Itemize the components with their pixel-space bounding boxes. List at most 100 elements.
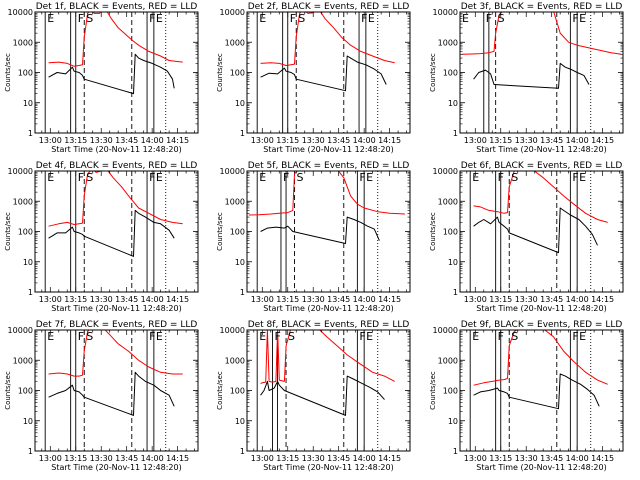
x-tick-label: 13:15 bbox=[489, 136, 512, 145]
events-series-line bbox=[260, 55, 387, 92]
lld-series-line bbox=[248, 171, 405, 216]
y-tick-label: 10000 bbox=[433, 167, 458, 176]
plot-frame bbox=[459, 170, 624, 293]
marker-label: E bbox=[368, 12, 375, 25]
y-tick-label: 1000 bbox=[225, 197, 245, 206]
x-tick-label: 14:00 bbox=[566, 454, 589, 463]
marker-label: E bbox=[579, 12, 586, 25]
marker-label: E bbox=[472, 171, 479, 184]
detector-panel: Det 1f, BLACK = Events, RED = LLD 1 10 100 1… bbox=[4, 2, 199, 154]
x-tick-label: 14:15 bbox=[591, 136, 614, 145]
x-tick-label: 14:15 bbox=[166, 295, 189, 304]
y-tick-label: 10000 bbox=[8, 326, 33, 335]
y-tick-label: 100 bbox=[18, 69, 33, 78]
y-tick-label: 10000 bbox=[220, 326, 245, 335]
x-tick-label: 14:15 bbox=[591, 454, 614, 463]
lld-series-line bbox=[48, 330, 183, 377]
y-tick-label: 1 bbox=[28, 447, 33, 456]
x-tick-label: 14:00 bbox=[141, 454, 164, 463]
marker-label: E bbox=[579, 330, 586, 343]
marker-label: S bbox=[298, 12, 305, 25]
marker-label: F bbox=[359, 171, 365, 184]
marker-label: F bbox=[149, 330, 155, 343]
marker-label: F bbox=[572, 12, 578, 25]
events-series-line bbox=[473, 373, 600, 410]
x-axis-label: Start Time (20-Nov-11 12:48:20) bbox=[263, 304, 393, 313]
y-tick-label: 10000 bbox=[433, 326, 458, 335]
lld-series-line bbox=[473, 330, 608, 386]
x-axis-label: Start Time (20-Nov-11 12:48:20) bbox=[263, 145, 393, 154]
plot-frame bbox=[246, 329, 411, 452]
plot-frame bbox=[459, 11, 624, 134]
marker-label: E bbox=[259, 330, 266, 343]
x-tick-label: 13:00 bbox=[251, 295, 274, 304]
y-axis-label: Counts/sec bbox=[4, 53, 12, 92]
plot-area bbox=[469, 330, 608, 451]
y-axis-label: Counts/sec bbox=[429, 212, 437, 251]
x-tick-label: 13:45 bbox=[115, 454, 138, 463]
marker-label: E bbox=[462, 12, 469, 25]
plot-frame bbox=[34, 329, 199, 452]
x-tick-label: 13:15 bbox=[489, 454, 512, 463]
x-tick-label: 13:00 bbox=[39, 136, 62, 145]
lld-series-line bbox=[48, 171, 183, 227]
x-tick-label: 13:15 bbox=[276, 454, 299, 463]
marker-label: S bbox=[511, 330, 518, 343]
y-tick-label: 10000 bbox=[433, 8, 458, 17]
y-tick-label: 1000 bbox=[13, 38, 33, 47]
y-tick-label: 10 bbox=[235, 417, 245, 426]
lld-series-line bbox=[473, 171, 608, 223]
plot-area bbox=[460, 12, 622, 133]
lld-series-line bbox=[48, 12, 183, 67]
marker-label: S bbox=[86, 330, 93, 343]
x-tick-label: 13:15 bbox=[489, 295, 512, 304]
x-tick-label: 13:30 bbox=[302, 454, 325, 463]
marker-label: E bbox=[579, 171, 586, 184]
y-tick-label: 1000 bbox=[438, 197, 458, 206]
detector-panel: Det 7f, BLACK = Events, RED = LLD 1 10 100 1… bbox=[4, 320, 199, 472]
plot-area bbox=[44, 12, 183, 133]
x-tick-label: 13:30 bbox=[302, 136, 325, 145]
x-tick-label: 14:15 bbox=[378, 295, 401, 304]
panel-title: Det 9f, BLACK = Events, RED = LLD bbox=[461, 320, 623, 330]
y-tick-label: 100 bbox=[443, 387, 458, 396]
events-series-line bbox=[48, 371, 175, 416]
panel-title: Det 7f, BLACK = Events, RED = LLD bbox=[36, 320, 198, 330]
marker-label: F bbox=[361, 12, 367, 25]
marker-label: E bbox=[366, 330, 373, 343]
x-tick-label: 14:15 bbox=[378, 136, 401, 145]
events-series-line bbox=[473, 207, 598, 254]
events-series-line bbox=[48, 53, 175, 95]
marker-label: F bbox=[149, 12, 155, 25]
plot-frame bbox=[34, 170, 199, 293]
x-tick-label: 13:30 bbox=[515, 136, 538, 145]
x-tick-label: 14:15 bbox=[378, 454, 401, 463]
marker-label: S bbox=[86, 171, 93, 184]
plot-area bbox=[44, 171, 183, 292]
marker-label: E bbox=[156, 330, 163, 343]
detector-panel: Det 2f, BLACK = Events, RED = LLD 1 10 100 1… bbox=[216, 2, 411, 154]
lld-series-line bbox=[461, 12, 622, 55]
x-tick-label: 13:45 bbox=[115, 136, 138, 145]
y-tick-label: 100 bbox=[230, 387, 245, 396]
marker-label: S bbox=[86, 12, 93, 25]
marker-label: F bbox=[498, 330, 504, 343]
y-tick-label: 1 bbox=[453, 129, 458, 138]
y-tick-label: 10 bbox=[23, 417, 33, 426]
y-axis-label: Counts/sec bbox=[216, 53, 224, 92]
y-tick-label: 100 bbox=[18, 387, 33, 396]
y-tick-label: 1 bbox=[453, 447, 458, 456]
x-tick-label: 13:45 bbox=[327, 295, 350, 304]
detector-panel: Det 8f, BLACK = Events, RED = LLD 1 10 100 1… bbox=[216, 320, 411, 472]
plot-area bbox=[44, 330, 183, 451]
y-tick-label: 10000 bbox=[8, 167, 33, 176]
marker-label: E bbox=[47, 330, 54, 343]
y-tick-label: 10 bbox=[448, 99, 458, 108]
x-tick-label: 14:00 bbox=[353, 454, 376, 463]
marker-label: F bbox=[78, 12, 84, 25]
marker-label: F bbox=[486, 12, 492, 25]
y-tick-label: 10 bbox=[448, 417, 458, 426]
plot-frame bbox=[246, 11, 411, 134]
plot-area bbox=[469, 171, 608, 292]
